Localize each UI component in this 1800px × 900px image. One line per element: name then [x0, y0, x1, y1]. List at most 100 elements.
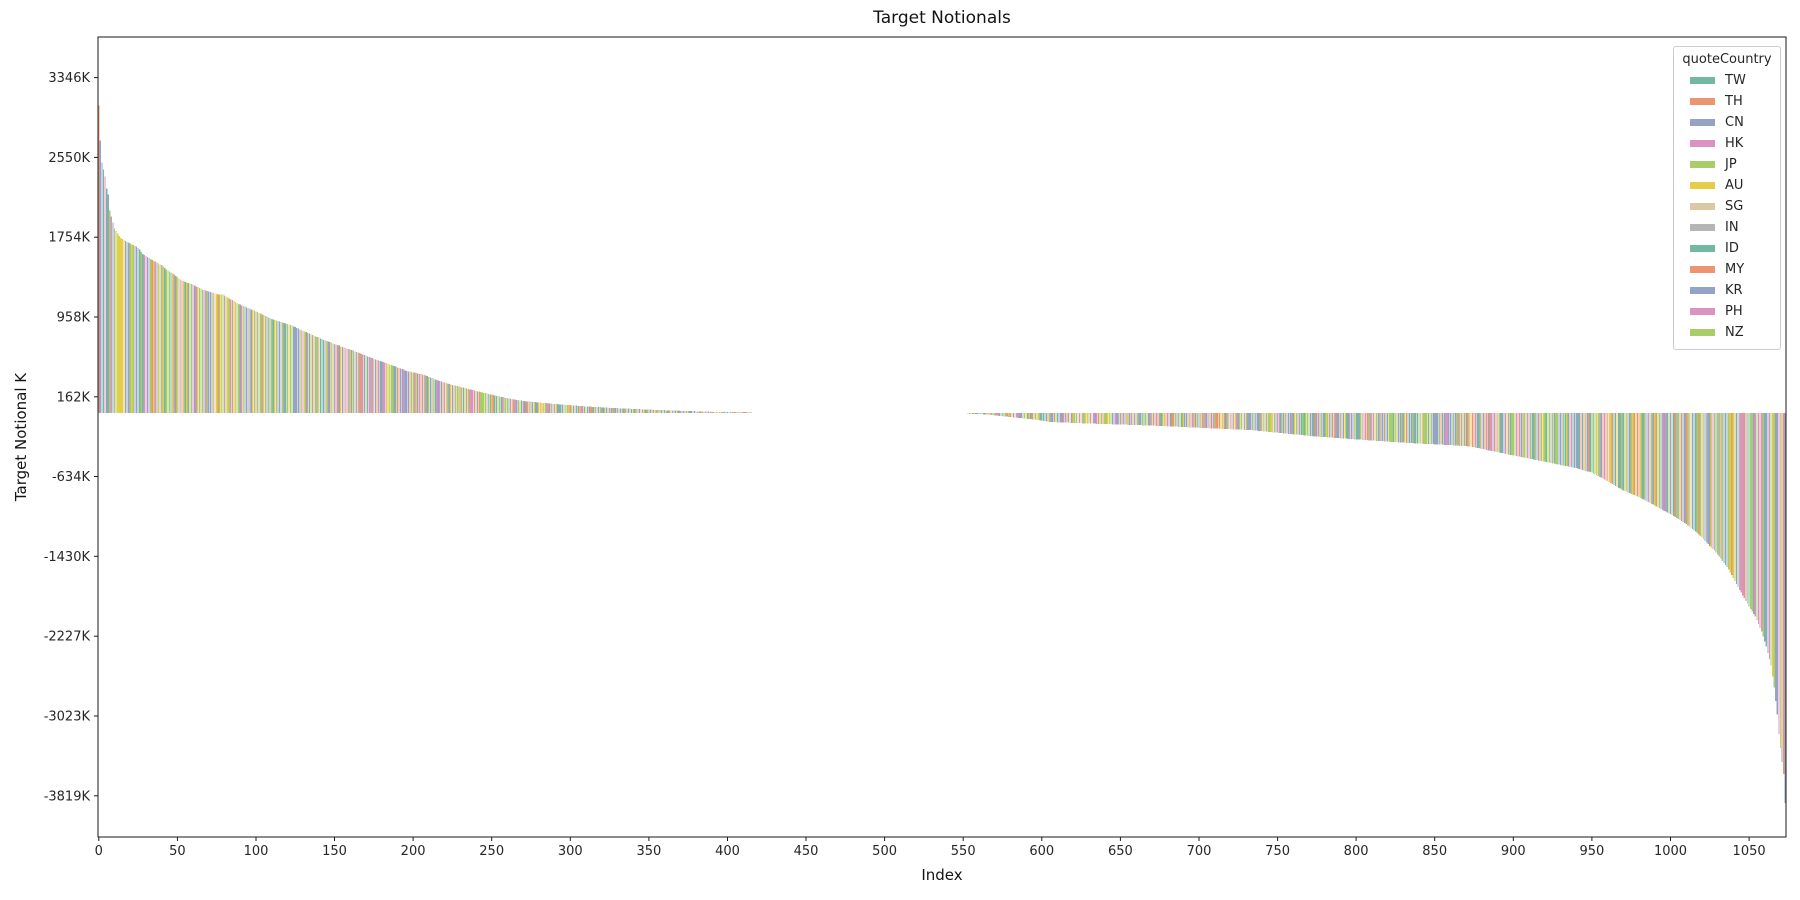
- bar: [646, 409, 648, 413]
- bar: [1617, 412, 1620, 488]
- bar: [1577, 412, 1579, 469]
- bar: [1313, 412, 1315, 437]
- bar: [491, 394, 493, 413]
- bar: [1036, 412, 1038, 420]
- bar: [1261, 412, 1263, 432]
- bar: [1229, 412, 1232, 430]
- bar: [1075, 412, 1078, 424]
- bar: [1495, 412, 1497, 452]
- bar: [410, 371, 413, 413]
- bar: [109, 210, 111, 413]
- bar: [1430, 412, 1433, 445]
- bar: [330, 342, 333, 413]
- bar: [1452, 412, 1455, 446]
- legend-item-ID: ID: [1674, 238, 1780, 259]
- bar: [1254, 412, 1257, 431]
- bar: [1460, 412, 1463, 446]
- bar: [289, 324, 292, 413]
- bar: [1022, 412, 1024, 419]
- bar: [1489, 412, 1491, 451]
- bar: [1735, 412, 1738, 585]
- bar: [1451, 412, 1453, 446]
- bar: [1578, 412, 1580, 470]
- bar: [593, 406, 595, 413]
- bar: [1331, 412, 1334, 438]
- bar: [1316, 412, 1318, 437]
- bar: [1273, 412, 1276, 433]
- bar: [404, 370, 406, 413]
- bar: [1566, 412, 1568, 467]
- bar: [1115, 412, 1117, 425]
- bar: [1317, 412, 1320, 437]
- bar: [480, 392, 482, 413]
- bar: [1545, 412, 1547, 463]
- bar: [588, 406, 590, 413]
- bar: [1772, 412, 1774, 677]
- bar: [531, 401, 534, 413]
- bar: [1025, 412, 1027, 419]
- bar: [1635, 412, 1637, 496]
- bar: [586, 406, 589, 413]
- bar: [561, 404, 564, 413]
- bar: [1077, 412, 1079, 424]
- bar: [1049, 412, 1051, 422]
- bar: [1086, 412, 1089, 424]
- bar: [1669, 412, 1672, 515]
- bar: [700, 411, 702, 413]
- bar: [291, 325, 293, 413]
- bar: [362, 354, 364, 413]
- bar: [736, 412, 738, 413]
- bar: [542, 402, 545, 413]
- bar: [1438, 412, 1441, 445]
- bar: [706, 411, 708, 413]
- bar: [635, 409, 637, 413]
- bar: [1193, 412, 1195, 428]
- bar: [1594, 412, 1596, 475]
- bar: [1138, 412, 1140, 426]
- bar: [1520, 412, 1522, 457]
- bar: [975, 412, 977, 414]
- bar: [1173, 412, 1175, 427]
- bar: [107, 194, 109, 413]
- x-tick-label: 200: [401, 844, 426, 859]
- bar: [981, 412, 983, 415]
- bar: [1728, 412, 1730, 570]
- bar: [483, 392, 485, 413]
- bar: [344, 347, 347, 413]
- bar: [740, 412, 743, 413]
- bar: [1204, 412, 1206, 429]
- bar: [967, 412, 969, 414]
- bar: [651, 409, 653, 413]
- bar: [1526, 412, 1529, 459]
- bars: [98, 105, 1786, 803]
- bar: [1061, 412, 1063, 423]
- bar: [1726, 412, 1728, 568]
- bar: [1415, 412, 1417, 444]
- bar: [176, 277, 178, 413]
- bar: [1258, 412, 1260, 431]
- bar: [1553, 412, 1555, 464]
- legend-swatch-icon: [1690, 287, 1715, 294]
- bar: [1737, 412, 1739, 587]
- bar: [1342, 412, 1345, 439]
- bar: [685, 410, 688, 413]
- bar: [1605, 412, 1607, 481]
- bar: [1041, 412, 1043, 421]
- bar: [508, 398, 510, 413]
- bar: [585, 406, 587, 413]
- bar: [577, 405, 579, 413]
- bar: [157, 263, 160, 413]
- bar: [1394, 412, 1397, 443]
- bar: [1551, 412, 1554, 464]
- bar: [689, 411, 691, 413]
- bar: [102, 169, 105, 413]
- bar: [992, 412, 994, 416]
- bar: [1525, 412, 1527, 458]
- bar: [1181, 412, 1183, 427]
- bar: [395, 366, 397, 413]
- bar: [1152, 412, 1155, 426]
- bar: [1427, 412, 1430, 445]
- bar: [1349, 412, 1351, 439]
- bar: [497, 396, 499, 413]
- bar: [343, 347, 345, 413]
